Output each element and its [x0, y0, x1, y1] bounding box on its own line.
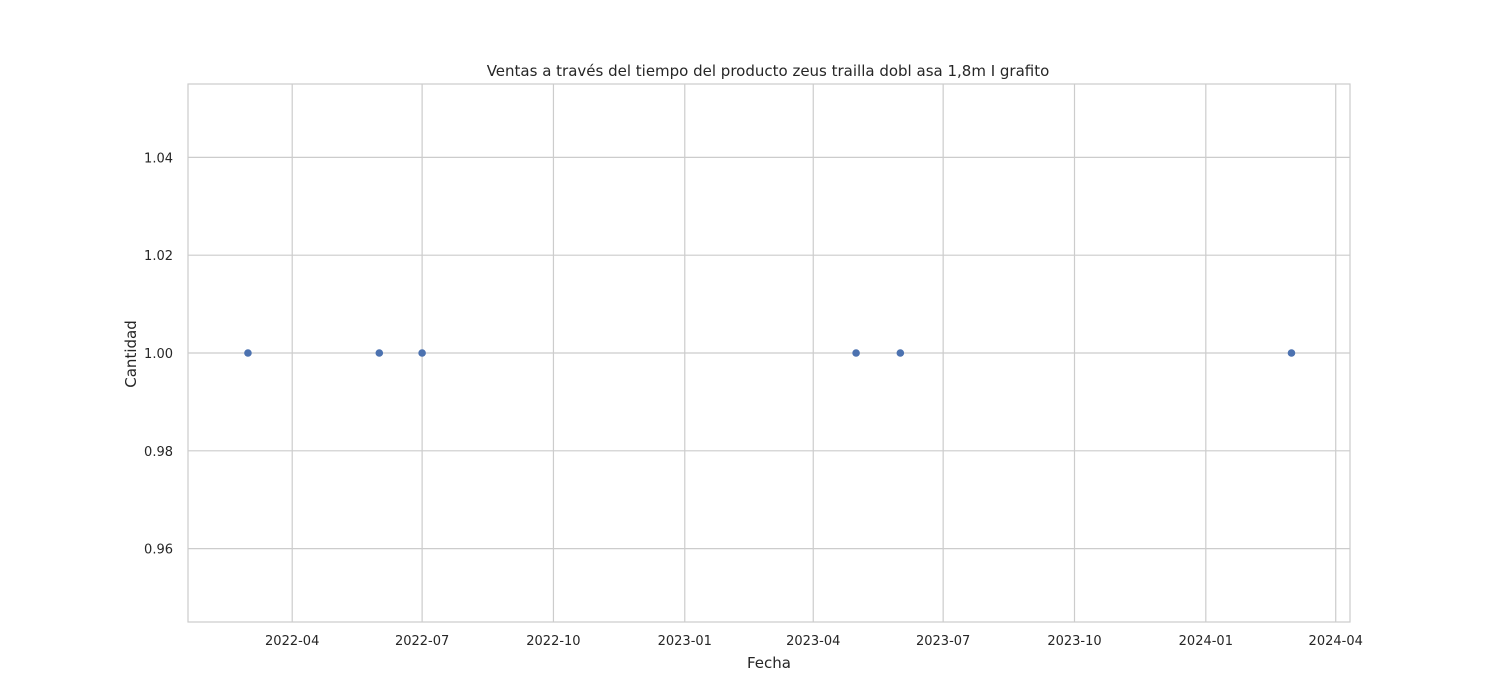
- data-point: [375, 349, 384, 357]
- data-point: [852, 349, 860, 357]
- grid: [188, 84, 1350, 622]
- x-tick-label: 2023-07: [916, 634, 970, 649]
- data-point: [1287, 349, 1296, 357]
- y-tick-label: 1.02: [144, 249, 173, 264]
- x-tick-label: 2024-01: [1179, 634, 1233, 649]
- x-tick-label: 2022-07: [395, 634, 449, 649]
- plot-frame: [187, 83, 1351, 623]
- y-tick-label: 1.04: [144, 151, 173, 166]
- chart-title: Ventas a través del tiempo del producto …: [487, 62, 1050, 80]
- data-point: [244, 349, 252, 357]
- data-point: [418, 349, 426, 357]
- x-tick-label: 2022-04: [265, 634, 319, 649]
- data-points: [244, 349, 1296, 357]
- y-tick-label: 1.00: [144, 347, 173, 362]
- y-axis-label: Cantidad: [122, 320, 140, 387]
- x-axis: 2022-04 2022-07 2022-10 2023-01 2023-04 2023-…: [265, 634, 1363, 649]
- x-tick-label: 2023-10: [1047, 634, 1101, 649]
- y-tick-label: 0.96: [144, 543, 173, 558]
- x-tick-label: 2022-10: [526, 634, 580, 649]
- y-tick-label: 0.98: [144, 445, 173, 460]
- x-tick-label: 2023-04: [786, 634, 840, 649]
- y-axis: 0.96 0.98 1.00 1.02 1.04: [144, 151, 173, 557]
- x-axis-label: Fecha: [747, 654, 791, 672]
- data-point: [896, 349, 905, 357]
- x-tick-label: 2024-04: [1309, 634, 1363, 649]
- x-tick-label: 2023-01: [658, 634, 712, 649]
